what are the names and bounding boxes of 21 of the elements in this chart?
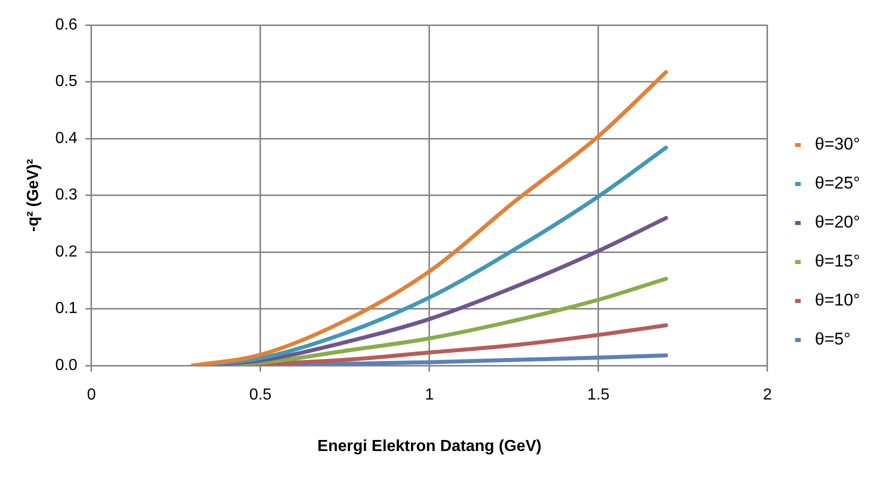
x-tick-label: 0 <box>86 386 96 404</box>
x-tick-label: 2 <box>762 386 772 404</box>
x-tick-label: 1.5 <box>587 386 610 404</box>
legend-label: θ=30° <box>814 134 860 154</box>
x-tick-label: 0.5 <box>249 386 272 404</box>
y-tick-label: 0.1 <box>55 300 78 318</box>
legend-label: θ=25° <box>814 174 860 193</box>
y-axis-title: -q² (GeV)² <box>25 158 42 232</box>
y-tick-label: 0.6 <box>55 16 78 34</box>
x-tick-label: 1 <box>424 386 434 404</box>
line-series <box>190 70 668 366</box>
y-tick-label: 0.3 <box>55 186 78 204</box>
y-tick-label: 0.5 <box>55 73 78 90</box>
legend-label: θ=10° <box>814 290 860 310</box>
legend-label: θ=5° <box>814 330 851 349</box>
y-tick-label: 0.0 <box>55 357 78 374</box>
legend-label: θ=15° <box>814 252 860 271</box>
y-tick-label: 0.2 <box>55 243 78 260</box>
x-axis-title: Energi Elektron Datang (GeV) <box>317 438 542 455</box>
y-tick-label: 0.4 <box>55 130 78 147</box>
legend-label: θ=20° <box>814 212 860 232</box>
